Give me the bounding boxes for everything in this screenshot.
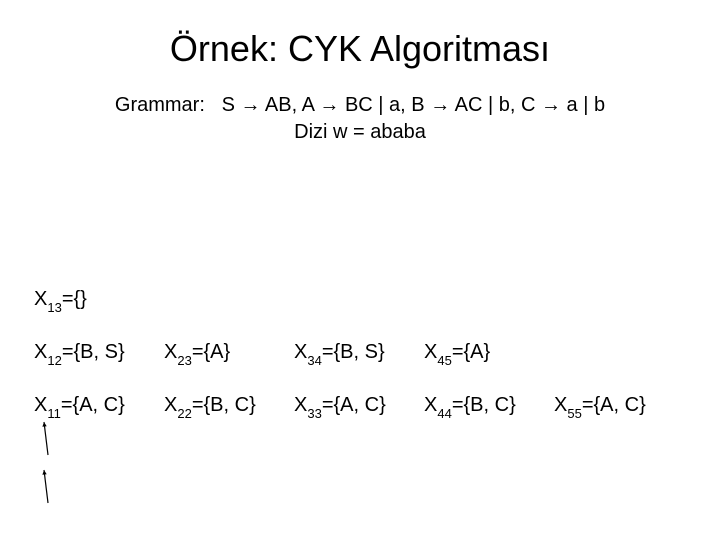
arrow-head <box>42 470 46 475</box>
cyk-cell: X13={} <box>34 288 164 313</box>
grammar-block: Grammar: S → AB, A → BC | a, B → AC | b,… <box>0 92 720 146</box>
grammar-label: Grammar: <box>115 94 205 116</box>
slide-title: Örnek: CYK Algoritması <box>0 28 720 70</box>
cyk-row-2: X12={B, S}X23={A}X34={B, S}X45={A} <box>34 341 684 366</box>
cyk-row-1: X11={A, C}X22={B, C}X33={A, C}X44={B, C}… <box>34 394 684 419</box>
slide: Örnek: CYK Algoritması Grammar: S → AB, … <box>0 28 720 540</box>
cyk-cell: X11={A, C} <box>34 394 164 419</box>
cyk-cell: X12={B, S} <box>34 341 164 366</box>
string-line: Dizi w = ababa <box>294 121 426 143</box>
cyk-row-3: X13={} <box>34 288 684 313</box>
cyk-cell: X33={A, C} <box>294 394 424 419</box>
cyk-cell: X55={A, C} <box>554 394 684 419</box>
cyk-cell: X22={B, C} <box>164 394 294 419</box>
cyk-cell: X34={B, S} <box>294 341 424 366</box>
arrow-line <box>44 470 48 503</box>
cyk-cell: X23={A} <box>164 341 294 366</box>
cyk-cell: X44={B, C} <box>424 394 554 419</box>
cyk-cell: X45={A} <box>424 341 554 366</box>
cyk-rows: X13={} X12={B, S}X23={A}X34={B, S}X45={A}… <box>34 288 684 447</box>
grammar-rules: S → AB, A → BC | a, B → AC | b, C → a | … <box>222 94 606 116</box>
